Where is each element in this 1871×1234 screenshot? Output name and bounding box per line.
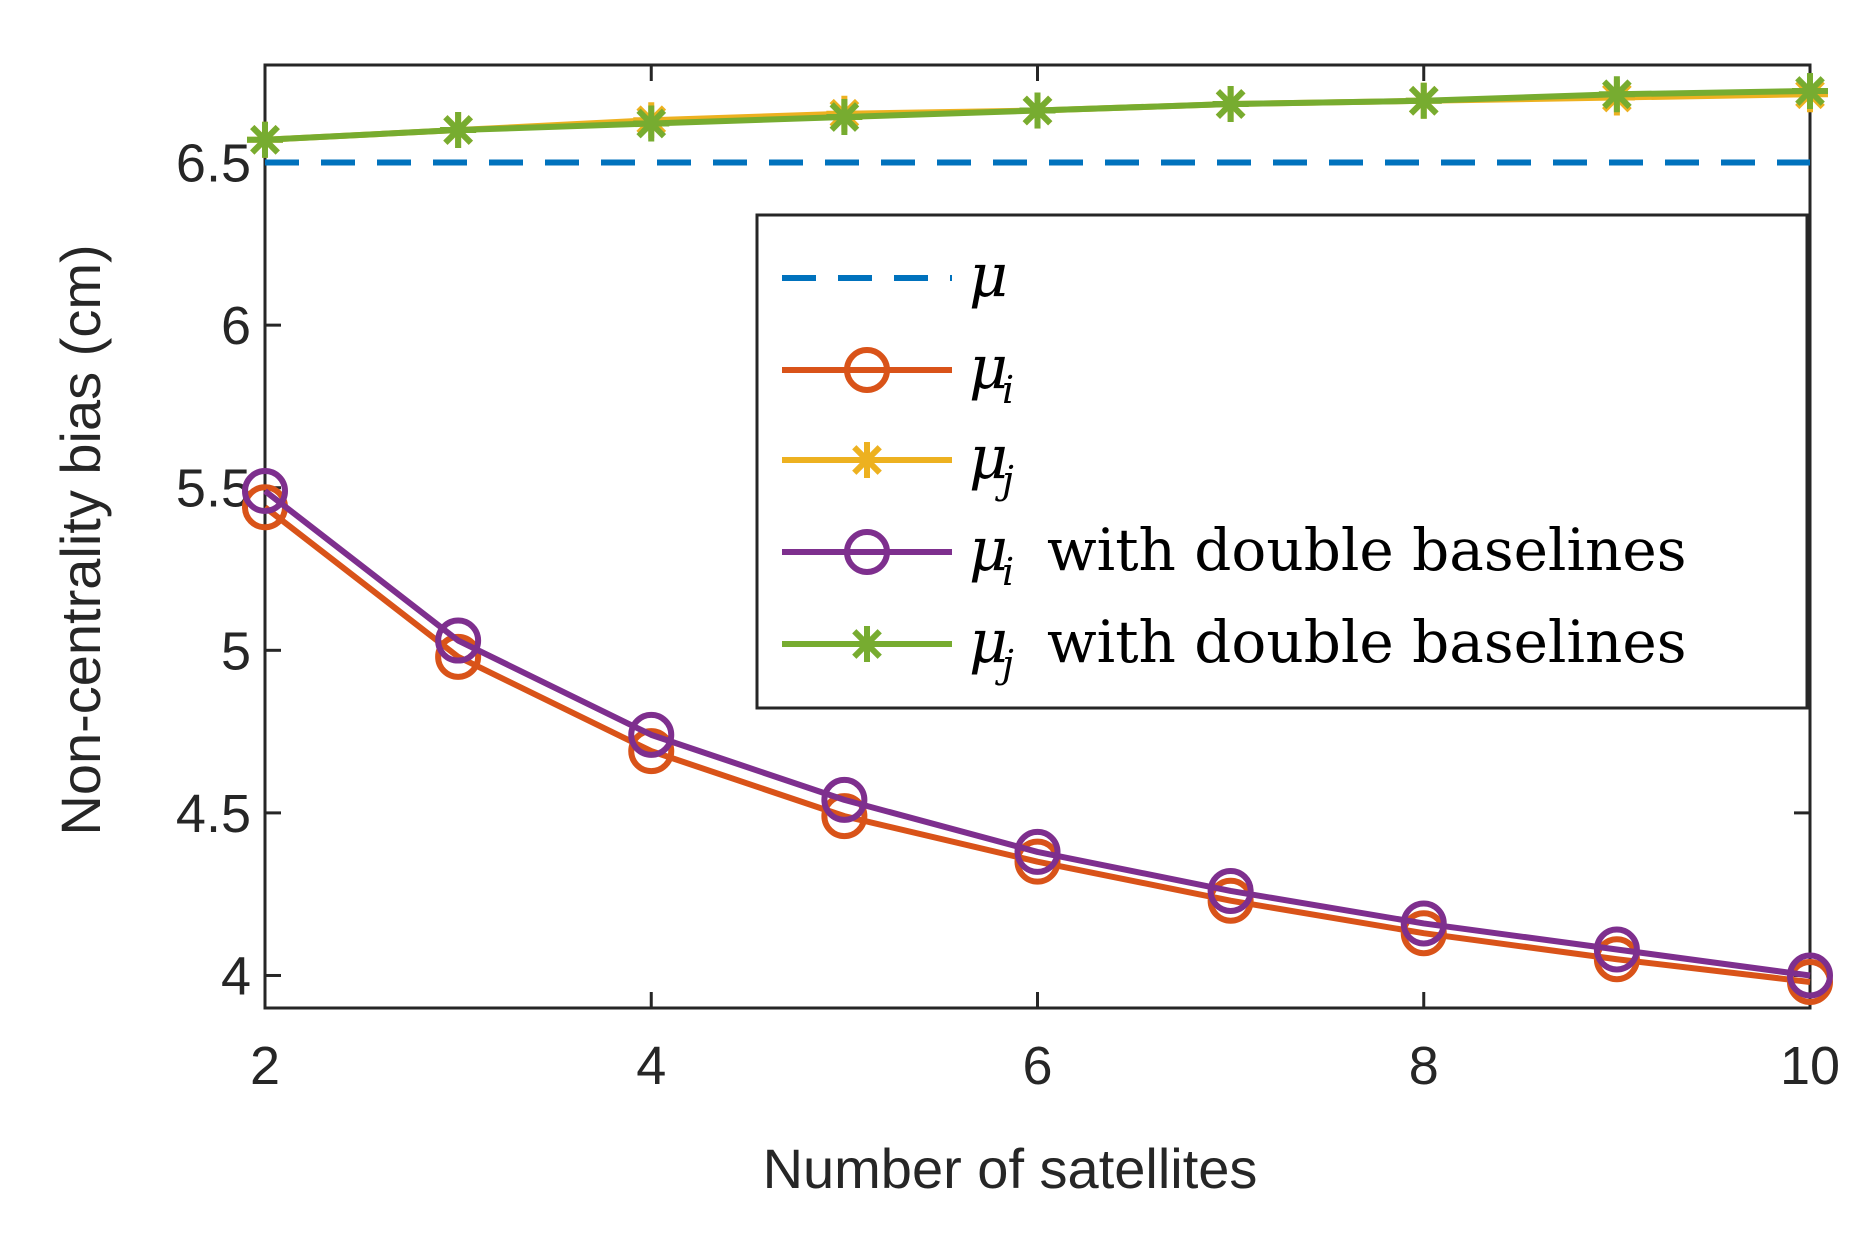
x-tick-label: 4 [636,1036,666,1096]
legend-label-symbol: μ [969,333,1008,403]
series-3-point [1400,900,1447,947]
series-4-point-stroke [1602,79,1632,110]
legend-label-symbol: μ [969,423,1008,493]
legend-label-symbol: μ [969,241,1008,311]
series-3-line [263,488,1811,979]
series-4-point-stroke [636,108,667,139]
plot-area: 2 4 6 8 10 4 4.5 5 5.5 6 6.5 [176,63,1840,1096]
y-axis-title: Non-centrality bias (cm) [49,244,112,835]
series-4-point [440,112,477,149]
legend-swatch-marker [844,529,890,575]
series-3-point [1787,952,1833,999]
series-4-point-stroke [1215,89,1246,119]
series-4-point-stroke [1795,76,1825,106]
legend-label-symbol: μ [969,607,1008,677]
legend-label-text: with double baselines [1047,516,1686,584]
legend-label-subscript: i [1002,368,1014,412]
legend-swatch-marker-stroke [852,629,882,659]
legend-swatch-marker [849,442,885,478]
series-3-point [1207,867,1254,914]
series-4-point [1792,73,1828,110]
series-4-point-stroke [1022,95,1053,126]
y-tick-label: 6 [221,296,251,356]
y-tick-label: 5.5 [176,459,251,519]
x-tick-label: 10 [1780,1036,1840,1096]
series-3-point [435,617,482,664]
series-3-point [242,467,288,514]
y-tick-label: 4.5 [176,784,251,844]
legend-label-subscript: i [1002,550,1014,594]
series-4-point [633,105,670,142]
series-4-point [247,121,283,158]
series-4-point-stroke [250,124,280,155]
series-3-point [1014,828,1061,875]
series-4-point [826,99,863,136]
y-tick-label: 5 [221,621,251,681]
series-1-point [821,793,868,840]
legend-swatch-marker [844,347,890,393]
series-3-point [628,711,675,758]
x-tick-label: 6 [1022,1036,1052,1096]
series-4-point [1019,92,1056,129]
legend-swatch-marker-stroke [852,445,882,475]
series-4-point-stroke [443,115,473,145]
x-axis-title: Number of satellites [763,1137,1258,1200]
legend-label-symbol: μ [969,515,1008,585]
series-1-line [263,504,1811,985]
series-3-point [821,776,868,823]
series-4-point-stroke [829,102,860,132]
y-tick-label: 4 [221,946,251,1006]
series-4-point [1598,76,1635,113]
x-tick-label: 2 [250,1036,280,1096]
series-4-point [1405,82,1442,119]
x-tick-label: 8 [1409,1036,1439,1096]
y-tick-label: 6.5 [176,134,251,194]
legend-label-text: with double baselines [1047,608,1686,676]
series-4-point-stroke [1408,85,1439,116]
series-4-point [1212,86,1249,123]
legend-swatch-marker [849,626,885,662]
series-3-point [1593,926,1640,973]
series-1-point [628,728,675,775]
